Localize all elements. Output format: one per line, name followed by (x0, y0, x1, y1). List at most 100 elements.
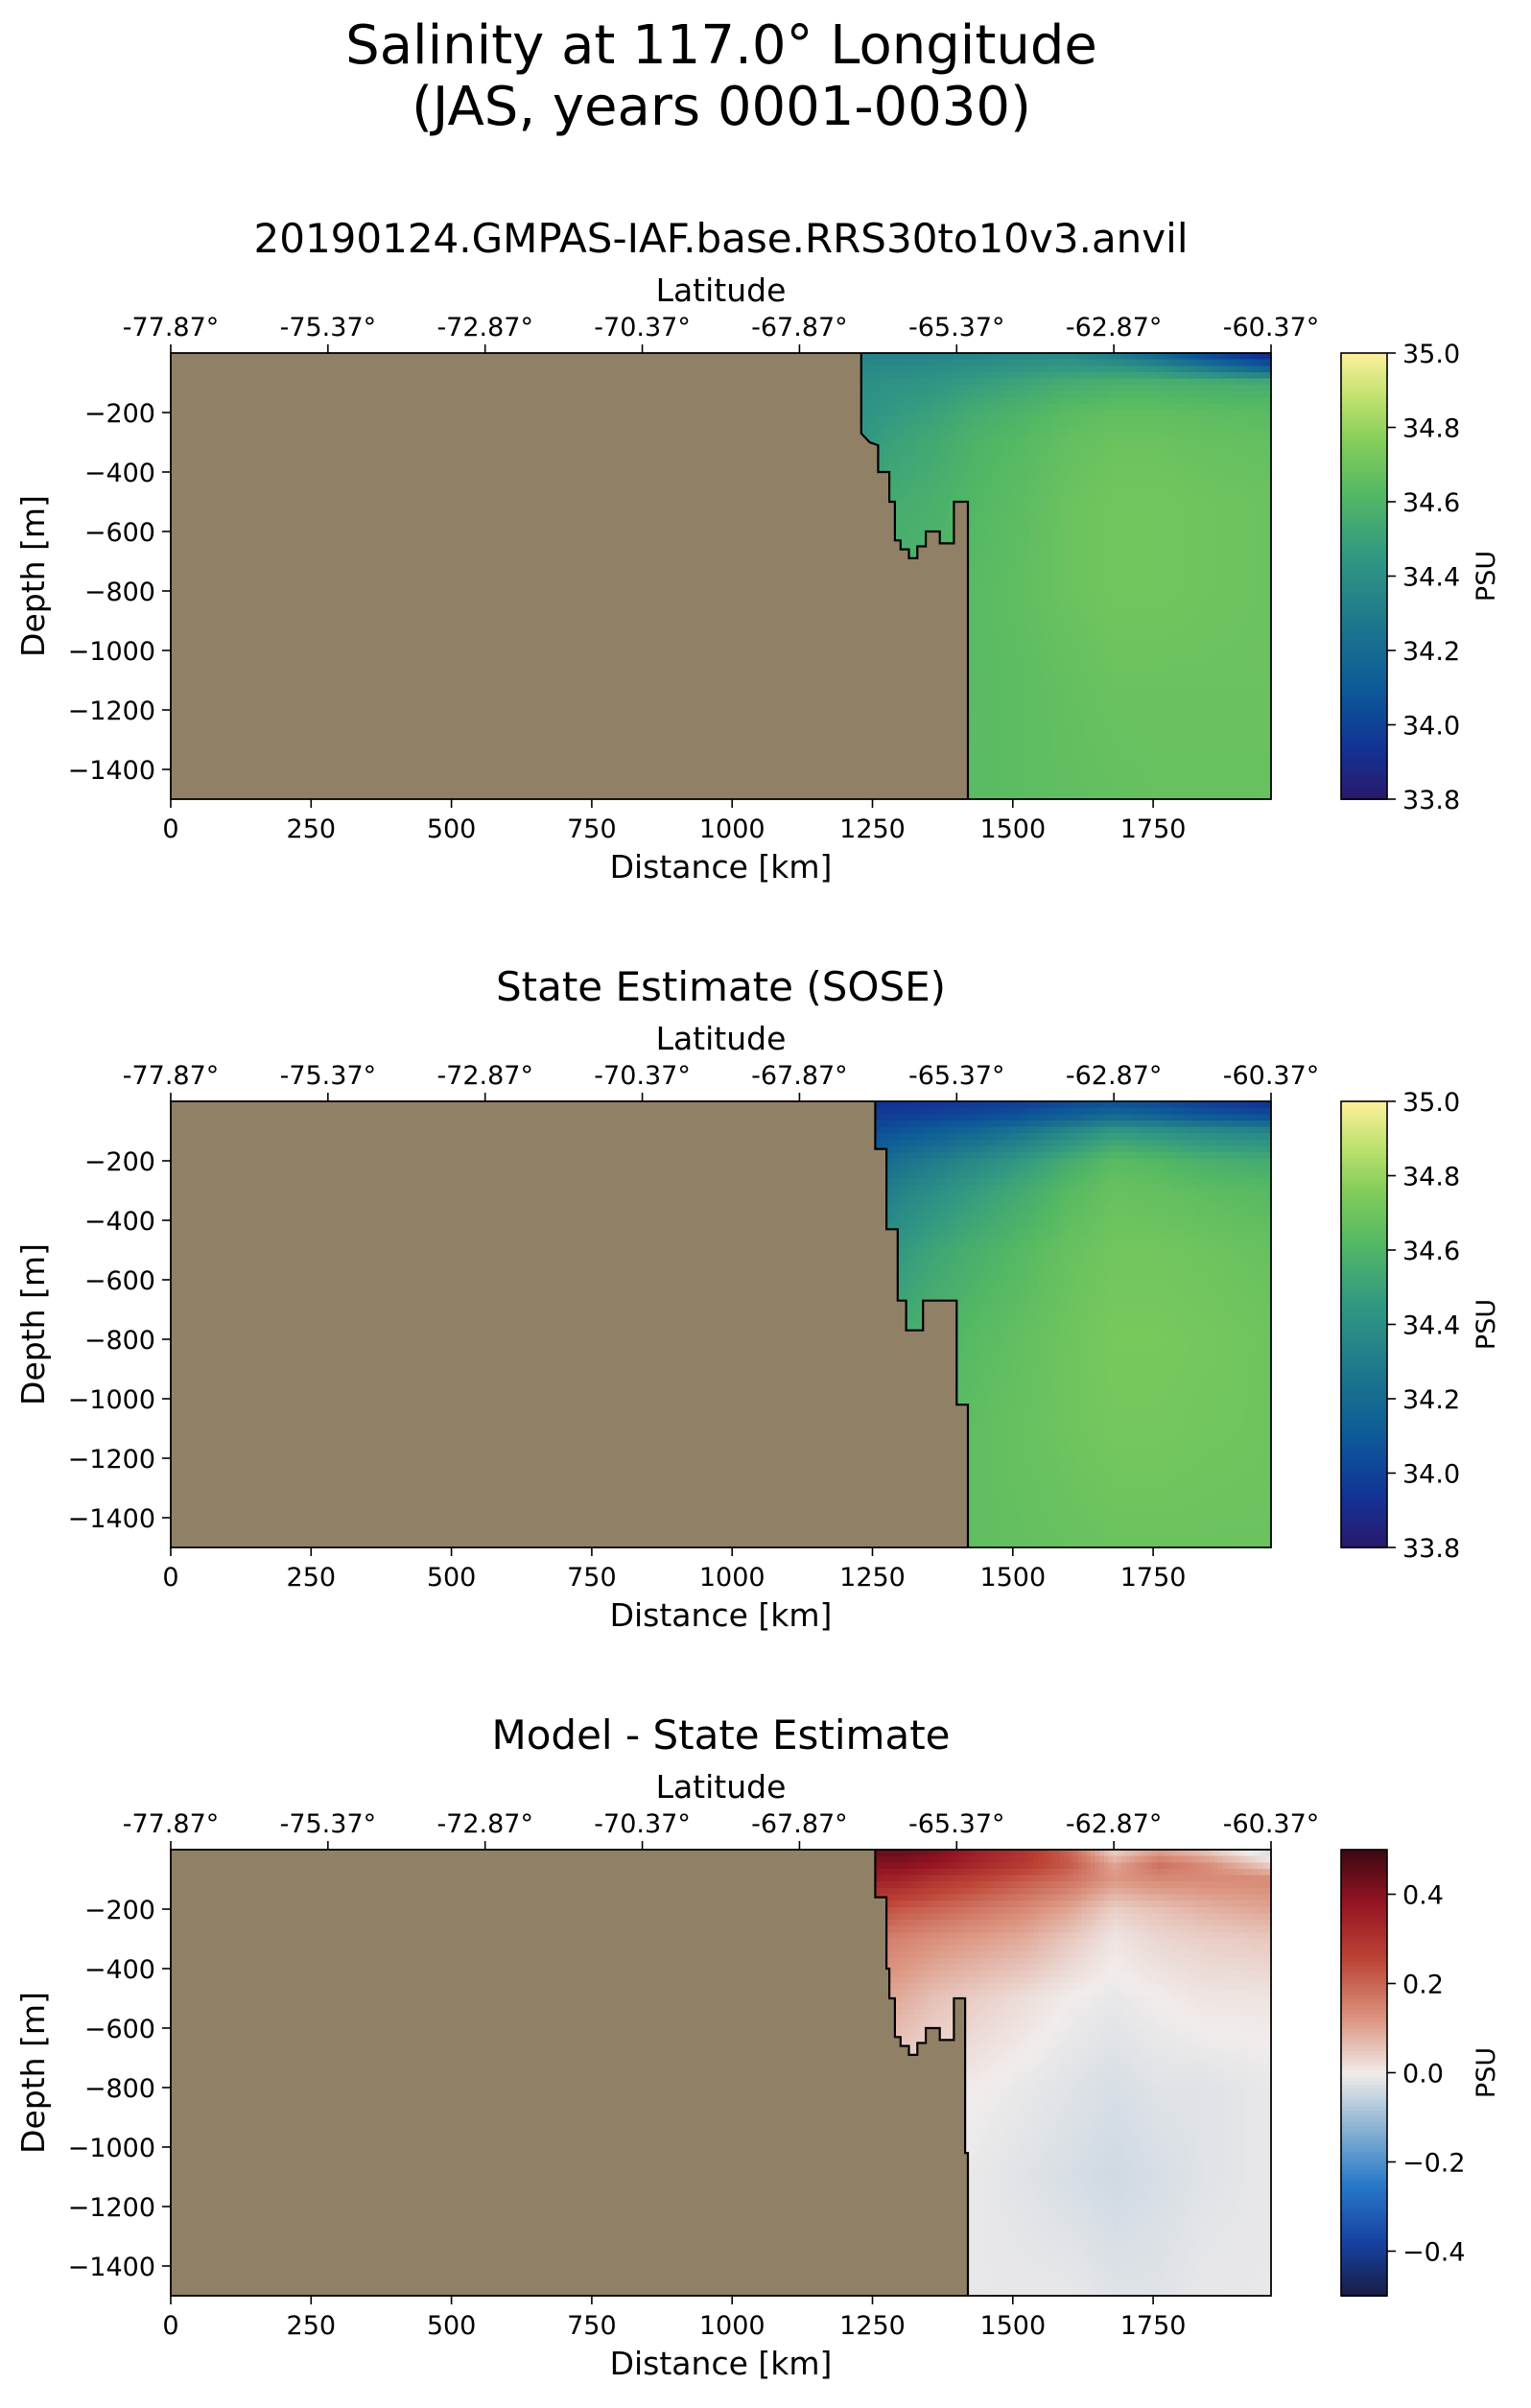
field-cell (1071, 658, 1076, 667)
field-cell (1216, 595, 1222, 602)
field-cell (1043, 397, 1049, 405)
field-cell (1079, 518, 1085, 526)
field-cell (1266, 474, 1271, 482)
field-cell (875, 390, 881, 399)
field-cell (870, 378, 876, 386)
field-cell (1184, 385, 1190, 392)
field-cell (1034, 429, 1040, 437)
field-cell (1189, 493, 1194, 501)
field-cell (893, 448, 899, 456)
field-cell (1238, 512, 1245, 520)
field-cell (925, 518, 930, 526)
field-cell (1116, 569, 1121, 578)
field-cell (1134, 416, 1140, 424)
field-cell (1261, 582, 1267, 590)
field-cell (933, 506, 940, 513)
field-cell (993, 416, 999, 424)
field-cell (1066, 696, 1072, 704)
field-cell (1175, 397, 1181, 405)
field-cell (1074, 672, 1081, 679)
field-cell (1134, 531, 1140, 539)
field-cell (879, 390, 885, 399)
field-cell (1011, 537, 1017, 545)
field-cell (1071, 588, 1076, 597)
field-cell (1189, 474, 1194, 482)
field-cell (938, 455, 944, 462)
field-cell (911, 525, 917, 532)
field-cell (970, 621, 977, 628)
field-cell (1152, 455, 1158, 462)
field-cell (911, 390, 917, 399)
field-cell (1056, 696, 1063, 704)
field-cell (1202, 493, 1209, 501)
field-cell (1166, 677, 1172, 686)
field-cell (1193, 621, 1199, 628)
field-cell (1198, 480, 1204, 488)
field-cell (1020, 658, 1026, 667)
field-cell (983, 550, 990, 558)
field-cell (1243, 696, 1249, 704)
field-cell (1071, 550, 1076, 558)
field-cell (979, 512, 985, 520)
field-cell (1097, 582, 1103, 590)
field-cell (1261, 626, 1267, 634)
field-cell (1134, 385, 1140, 392)
field-cell (1056, 626, 1063, 634)
field-cell (911, 512, 917, 520)
field-cell (1152, 366, 1158, 373)
field-cell (897, 390, 904, 399)
field-cell (1097, 588, 1103, 597)
field-cell (1184, 378, 1190, 386)
field-cell (1061, 353, 1067, 361)
field-cell (993, 639, 999, 648)
field-cell (1162, 423, 1167, 431)
field-cell (938, 404, 944, 412)
field-cell (938, 499, 944, 508)
field-cell (1125, 646, 1131, 653)
field-cell (1253, 499, 1259, 508)
field-cell (1066, 691, 1072, 698)
field-cell (933, 371, 940, 380)
field-cell (1253, 588, 1259, 597)
field-cell (1235, 614, 1240, 622)
field-cell (947, 410, 954, 418)
field-cell (1034, 378, 1040, 386)
field-cell (1020, 506, 1026, 513)
field-cell (1102, 525, 1108, 532)
field-cell (1180, 448, 1186, 456)
field-cell (897, 486, 904, 494)
field-cell (1261, 691, 1267, 698)
field-cell (1074, 448, 1081, 456)
field-cell (1257, 442, 1263, 450)
field-cell (1097, 639, 1103, 648)
field-cell (1152, 474, 1158, 482)
field-cell (1043, 550, 1049, 558)
field-cell (1125, 359, 1131, 366)
field-cell (1071, 639, 1076, 648)
field-cell (1001, 614, 1008, 622)
field-cell (1056, 410, 1063, 418)
field-cell (979, 691, 985, 698)
field-cell (1006, 404, 1013, 412)
field-cell (998, 677, 1003, 686)
field-cell (1175, 378, 1181, 386)
field-cell (865, 378, 871, 386)
field-cell (1125, 684, 1131, 692)
field-cell (1235, 595, 1240, 602)
field-cell (1248, 378, 1254, 386)
field-cell (993, 486, 999, 494)
field-cell (993, 703, 999, 711)
field-cell (1193, 677, 1199, 686)
field-cell (1011, 672, 1017, 679)
field-cell (1097, 621, 1103, 628)
field-cell (998, 442, 1003, 450)
field-cell (1162, 404, 1167, 412)
field-cell (979, 652, 985, 660)
field-cell (1006, 626, 1013, 634)
field-cell (938, 537, 944, 545)
field-cell (1043, 506, 1049, 513)
field-cell (993, 397, 999, 405)
field-cell (1212, 429, 1217, 437)
field-cell (1230, 602, 1236, 609)
field-cell (1125, 569, 1131, 578)
